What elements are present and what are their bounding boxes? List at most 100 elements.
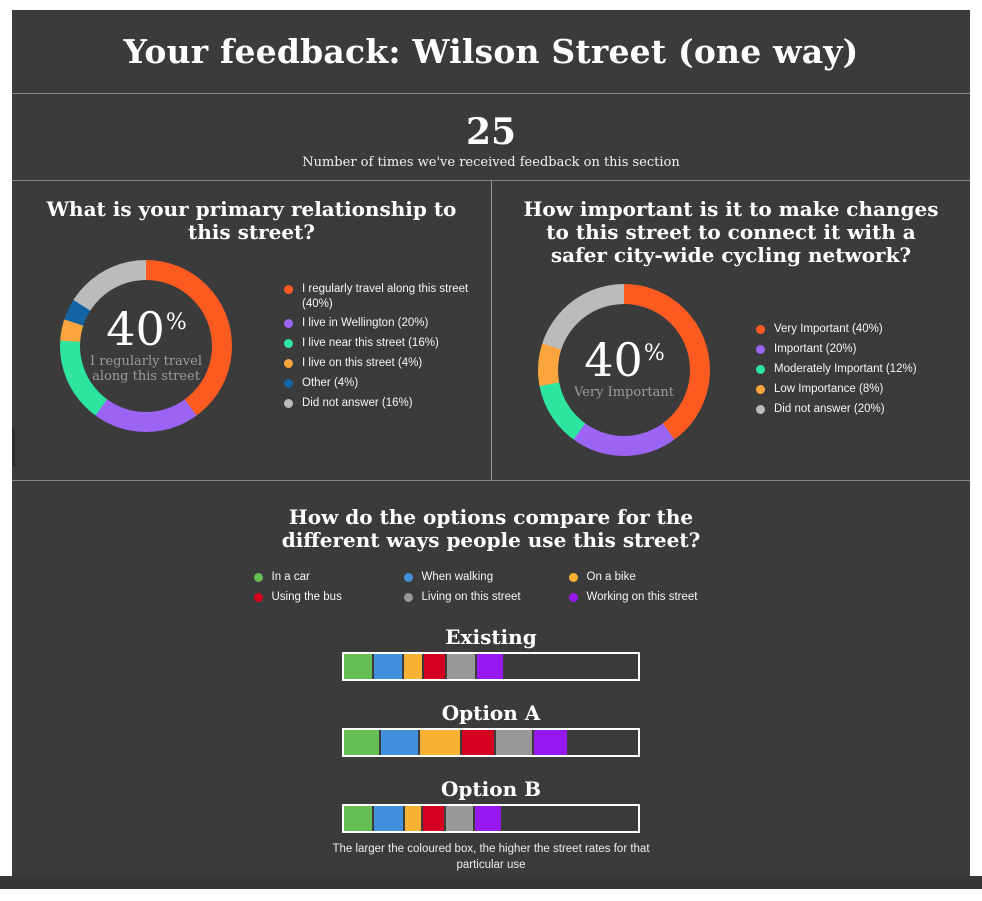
donut-center-label: I regularly travel along this street xyxy=(89,353,202,385)
relationship-donut-chart: 40% I regularly travel along this street xyxy=(60,260,232,433)
comparison-note: The larger the coloured box, the higher … xyxy=(332,843,650,871)
comparison-title: How do the options compare for the diffe… xyxy=(281,505,701,553)
legend-dot-icon xyxy=(756,345,765,355)
legend-label: Low Importance (8%) xyxy=(774,383,884,396)
legend-item: Living on this street xyxy=(403,590,569,605)
relationship-legend: I regularly travel along this street (40… xyxy=(284,277,470,417)
uses-legend: In a car When walking On a bike Using the b… xyxy=(253,570,729,605)
legend-label: When walking xyxy=(421,571,494,584)
legend-item: I regularly travel along this street (40… xyxy=(284,282,470,312)
legend-label: Other (4%) xyxy=(302,377,359,390)
legend-item: Moderately Important (12%) xyxy=(756,362,956,377)
bar-segment xyxy=(344,654,372,680)
bar-segment xyxy=(344,806,372,832)
legend-item: Low Importance (8%) xyxy=(756,382,956,397)
legend-label: Did not answer (16%) xyxy=(302,397,413,410)
bar-segment xyxy=(462,730,494,756)
legend-label: Living on this street xyxy=(421,591,521,604)
legend-item: Did not answer (20%) xyxy=(756,402,956,417)
legend-dot-icon xyxy=(284,379,293,389)
bar-segment xyxy=(344,730,379,756)
importance-legend: Very Important (40%) Important (20%) Moder… xyxy=(756,317,956,422)
legend-label: On a bike xyxy=(586,571,636,584)
question-title: What is your primary relationship to thi… xyxy=(46,197,457,245)
legend-item: Working on this street xyxy=(568,590,729,605)
bar-segment xyxy=(404,806,422,832)
bar-segment xyxy=(423,806,445,832)
legend-label: Moderately Important (12%) xyxy=(774,363,917,376)
legend-dot-icon xyxy=(253,573,263,583)
donut-wrap: 40% Very Important xyxy=(538,283,710,456)
legend-dot-icon xyxy=(253,593,263,603)
existing-bar xyxy=(342,652,640,682)
legend-label: In a car xyxy=(271,571,310,584)
option-b-block: Option B xyxy=(12,777,970,834)
bar-label-option-b: Option B xyxy=(441,777,541,802)
legend-item: I live on this street (4%) xyxy=(284,356,470,371)
bar-label-option-a: Option A xyxy=(441,701,541,726)
legend-dot-icon xyxy=(403,593,413,603)
legend-dot-icon xyxy=(756,365,765,375)
donut-content: 40% I regularly travel along this street… xyxy=(12,260,491,433)
bar-segment xyxy=(475,806,501,832)
option-a-bar xyxy=(342,728,640,758)
donut-center-value: 40% xyxy=(106,306,187,352)
donut-hole: 40% I regularly travel along this street xyxy=(80,280,212,413)
legend-item: On a bike xyxy=(568,570,729,585)
legend-label: I regularly travel along this street (40… xyxy=(302,282,469,310)
bar-segment xyxy=(446,654,475,680)
bar-segment xyxy=(476,654,504,680)
feedback-board: Your feedback: Wilson Street (one way) 2… xyxy=(12,10,970,876)
legend-item: When walking xyxy=(403,570,569,585)
legend-label: Important (20%) xyxy=(774,343,857,356)
bar-segment xyxy=(373,806,403,832)
legend-label: Using the bus xyxy=(271,591,342,604)
legend-label: Working on this street xyxy=(586,591,698,604)
donut-hole: 40% Very Important xyxy=(558,303,690,436)
legend-dot-icon xyxy=(756,385,765,395)
options-comparison-section: How do the options compare for the diffe… xyxy=(12,480,970,876)
legend-label: I live near this street (16%) xyxy=(302,337,439,350)
donut-wrap: 40% I regularly travel along this street xyxy=(60,260,232,433)
stat-value: 25 xyxy=(465,111,517,153)
bar-segment xyxy=(446,806,474,832)
center-percent-sign: % xyxy=(643,340,665,366)
stat-caption: Number of times we've received feedback … xyxy=(302,155,680,170)
footer-strip xyxy=(0,876,982,889)
existing-block: Existing xyxy=(12,625,970,682)
center-percent-sign: % xyxy=(165,309,187,335)
legend-item: Using the bus xyxy=(253,590,404,605)
legend-dot-icon xyxy=(284,359,293,369)
edge-tick xyxy=(12,429,15,466)
questions-row: What is your primary relationship to thi… xyxy=(12,180,970,480)
bar-label-existing: Existing xyxy=(445,625,537,650)
bar-segment xyxy=(420,730,460,756)
legend-item: I live in Wellington (20%) xyxy=(284,316,470,331)
bar-segment xyxy=(403,654,422,680)
legend-dot-icon xyxy=(284,339,293,349)
stats-section: 25 Number of times we've received feedba… xyxy=(12,93,970,180)
legend-dot-icon xyxy=(756,404,765,414)
legend-dot-icon xyxy=(403,573,413,583)
panel-importance: How important is it to make changes to t… xyxy=(491,181,970,480)
legend-item: In a car xyxy=(253,570,404,585)
center-number: 40 xyxy=(584,332,643,387)
panel-relationship: What is your primary relationship to thi… xyxy=(12,181,491,480)
bar-segment xyxy=(380,730,419,756)
donut-center-label: Very Important xyxy=(574,384,674,400)
legend-item: I live near this street (16%) xyxy=(284,336,470,351)
donut-content: 40% Very Important Very Important (40%) I… xyxy=(492,283,970,456)
legend-dot-icon xyxy=(284,399,293,409)
bar-segment xyxy=(533,730,568,756)
legend-dot-icon xyxy=(756,325,765,335)
legend-label: I live in Wellington (20%) xyxy=(302,317,429,330)
importance-donut-chart: 40% Very Important xyxy=(538,283,710,456)
legend-dot-icon xyxy=(284,284,293,294)
legend-label: I live on this street (4%) xyxy=(302,357,423,370)
legend-dot-icon xyxy=(568,593,578,603)
option-b-bar xyxy=(342,804,640,834)
legend-item: Very Important (40%) xyxy=(756,322,956,337)
legend-dot-icon xyxy=(284,319,293,329)
legend-item: Other (4%) xyxy=(284,376,470,391)
question-title: How important is it to make changes to t… xyxy=(523,197,939,268)
